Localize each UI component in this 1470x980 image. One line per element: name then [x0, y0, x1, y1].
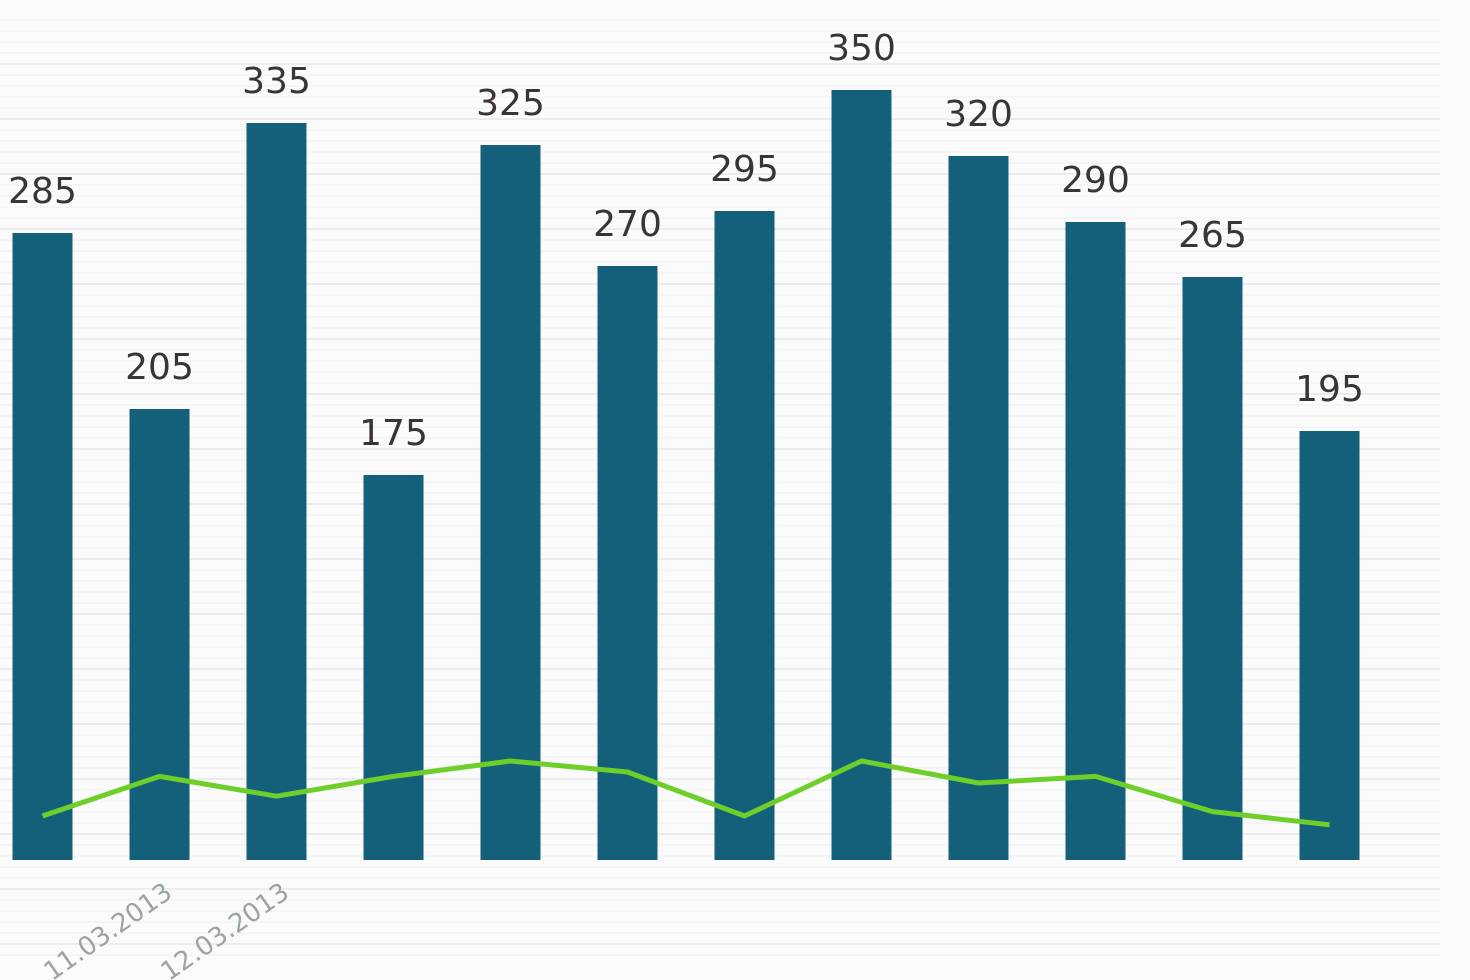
bar	[363, 475, 424, 860]
value-label: 290	[1061, 160, 1130, 201]
bar	[714, 211, 775, 860]
value-label: 175	[359, 413, 428, 454]
value-label: 320	[944, 94, 1013, 135]
value-label: 195	[1295, 369, 1364, 410]
value-label: 335	[242, 61, 311, 102]
value-label: 350	[827, 28, 896, 69]
bar	[1299, 431, 1360, 860]
value-label: 325	[476, 83, 545, 124]
value-label: 270	[593, 204, 662, 245]
bar	[1065, 222, 1126, 860]
value-label: 265	[1178, 215, 1247, 256]
bar	[12, 233, 73, 860]
bar	[831, 90, 892, 860]
value-label: 205	[125, 347, 194, 388]
value-label: 295	[710, 149, 779, 190]
bar	[948, 156, 1009, 860]
bar	[1182, 277, 1243, 860]
line	[41, 758, 1330, 828]
bar	[597, 266, 658, 860]
bar	[480, 145, 541, 860]
bar	[129, 409, 190, 860]
value-label: 285	[8, 171, 77, 212]
bar	[246, 123, 307, 860]
